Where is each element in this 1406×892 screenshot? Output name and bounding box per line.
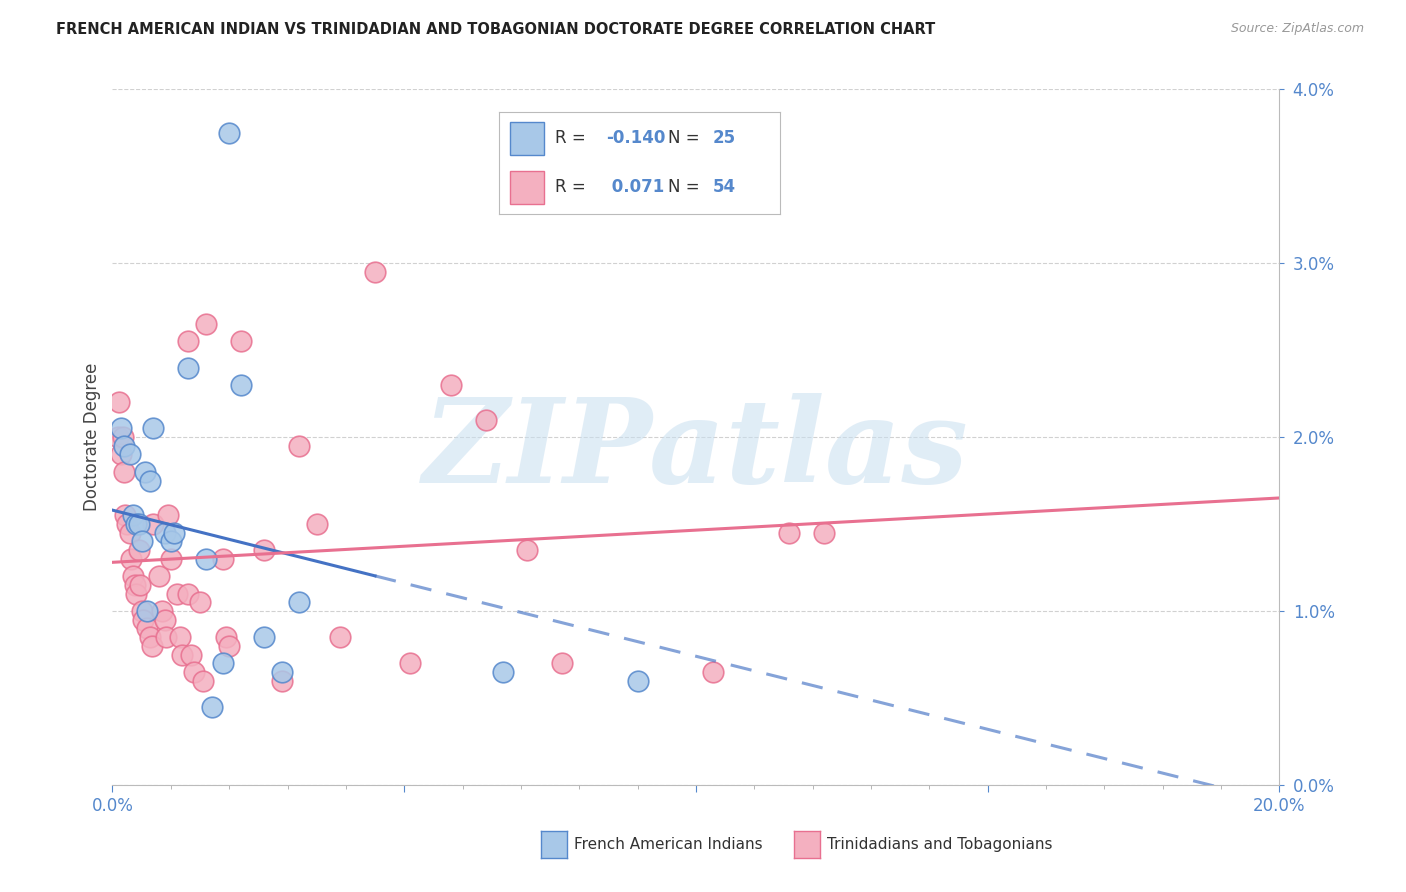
Point [122,508,145,523]
Text: R =: R = [555,178,592,196]
Point [118,525,141,540]
Point [120,551,142,566]
Text: N =: N = [668,178,704,196]
Point [194,317,217,331]
Point [218,126,240,140]
Text: R =: R = [555,129,592,147]
Text: N =: N = [668,129,704,147]
Point [129,578,152,592]
Point [475,412,498,426]
Point [194,551,217,566]
Point [112,465,135,479]
Point [215,630,238,644]
Point [153,613,176,627]
Text: Source: ZipAtlas.com: Source: ZipAtlas.com [1230,22,1364,36]
Point [128,516,150,531]
Point [131,604,153,618]
Point [180,648,202,662]
Point [139,474,162,488]
Point [270,673,292,688]
Point [270,665,292,679]
Point [163,525,186,540]
Point [125,516,148,531]
Point [160,534,183,549]
Point [229,334,252,349]
Point [253,630,276,644]
Point [329,630,352,644]
Point [166,587,188,601]
FancyBboxPatch shape [510,122,544,154]
Point [134,465,156,479]
Point [150,604,173,618]
Point [364,265,387,279]
Point [156,508,179,523]
Point [305,516,328,531]
Point [169,630,191,644]
Point [136,604,159,618]
Point [118,447,141,462]
Point [110,421,132,435]
Text: 0.071: 0.071 [606,178,664,196]
Point [177,334,200,349]
Point [288,439,311,453]
Point [218,639,240,653]
Point [440,378,463,392]
Point [122,569,145,583]
Point [288,595,311,609]
Point [177,360,200,375]
Point [253,543,276,558]
Text: ZIPatlas: ZIPatlas [423,393,969,508]
Point [110,447,132,462]
Point [399,657,422,671]
Point [155,630,177,644]
Text: Trinidadians and Tobagonians: Trinidadians and Tobagonians [827,838,1052,852]
Text: -0.140: -0.140 [606,129,665,147]
Point [191,673,214,688]
Point [153,525,176,540]
Point [212,657,235,671]
Text: 25: 25 [713,129,735,147]
Point [778,525,800,540]
Point [183,665,205,679]
Y-axis label: Doctorate Degree: Doctorate Degree [83,363,101,511]
Point [188,595,211,609]
Point [201,699,224,714]
Point [132,613,155,627]
Point [142,516,165,531]
Point [172,648,194,662]
Point [115,516,138,531]
Point [702,665,724,679]
Point [492,665,515,679]
Point [114,508,136,523]
Point [516,543,538,558]
Point [142,421,165,435]
FancyBboxPatch shape [510,171,544,204]
Point [551,657,574,671]
Point [111,430,134,444]
Point [107,430,129,444]
Point [212,551,235,566]
Point [177,587,200,601]
Point [112,439,135,453]
Point [141,639,163,653]
Point [148,569,170,583]
Text: French American Indians: French American Indians [574,838,762,852]
Point [131,534,153,549]
Point [128,543,150,558]
Point [136,621,159,635]
Point [125,587,148,601]
Point [160,551,183,566]
Point [229,378,252,392]
Point [813,525,835,540]
Point [626,673,648,688]
Text: FRENCH AMERICAN INDIAN VS TRINIDADIAN AND TOBAGONIAN DOCTORATE DEGREE CORRELATIO: FRENCH AMERICAN INDIAN VS TRINIDADIAN AN… [56,22,935,37]
Point [124,578,146,592]
Text: 54: 54 [713,178,735,196]
Point [108,395,131,409]
Point [139,630,162,644]
